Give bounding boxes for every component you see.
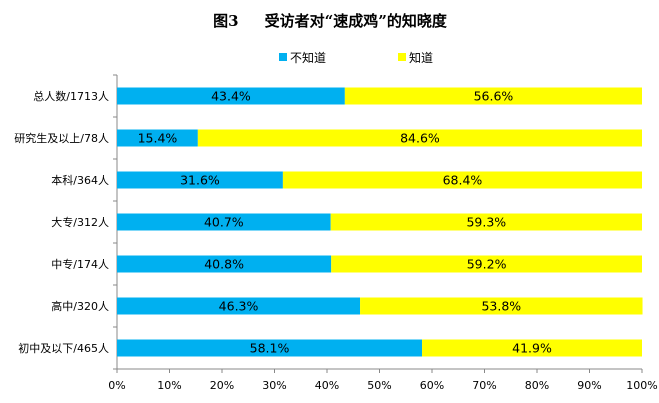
data-label: 59.3%	[466, 215, 506, 230]
bars: 43.4% 56.6% 15.4% 84.6% 31.6% 68.4% 40.7% 59.3%…	[117, 87, 643, 357]
data-label: 53.8%	[481, 299, 521, 314]
x-tick-label: 20%	[210, 379, 234, 392]
data-label: 41.9%	[512, 341, 552, 356]
bar-aware	[344, 87, 642, 105]
x-tick-label: 40%	[315, 379, 339, 392]
data-label: 43.4%	[211, 89, 251, 104]
category-labels: 总人数/1713人研究生及以上/78人本科/364人大专/312人中专/174人…	[14, 89, 109, 355]
data-label: 46.3%	[219, 299, 259, 314]
bar-unaware	[117, 339, 423, 357]
category-label: 初中及以下/465人	[18, 341, 109, 355]
bar-unaware	[117, 213, 331, 231]
x-tick-label: 0%	[108, 379, 125, 392]
bar-unaware	[117, 297, 361, 315]
bar-unaware	[117, 87, 345, 105]
x-tick-label: 10%	[157, 379, 181, 392]
data-label: 40.7%	[204, 215, 244, 230]
bar-unaware	[117, 171, 283, 189]
bar-aware	[331, 255, 642, 273]
category-label: 研究生及以上/78人	[14, 131, 109, 145]
x-tick-label: 70%	[472, 379, 496, 392]
data-label: 15.4%	[138, 131, 178, 146]
category-label: 总人数/1713人	[33, 89, 109, 103]
data-label: 56.6%	[474, 89, 514, 104]
x-tick-label: 90%	[577, 379, 601, 392]
category-label: 高中/320人	[51, 299, 109, 313]
x-tick-label: 60%	[420, 379, 444, 392]
legend-swatch	[398, 53, 406, 61]
data-label: 84.6%	[400, 131, 440, 146]
bar-aware	[422, 339, 642, 357]
x-tick-label: 30%	[262, 379, 286, 392]
x-tick-label: 50%	[367, 379, 391, 392]
bar-aware	[197, 129, 642, 147]
bar-aware	[330, 213, 642, 231]
bar-unaware	[117, 255, 332, 273]
x-tick-label: 80%	[525, 379, 549, 392]
legend-label: 知道	[409, 51, 433, 65]
bar-aware	[282, 171, 642, 189]
legend: 不知道 知道	[279, 51, 433, 65]
x-tick-label: 100%	[626, 379, 657, 392]
data-label: 58.1%	[250, 341, 290, 356]
data-label: 31.6%	[180, 173, 220, 188]
data-label: 40.8%	[204, 257, 244, 272]
x-axis-ticks: 0% 10% 20% 30% 40% 50% 60% 70% 80% 90% 100%	[108, 369, 658, 392]
data-label: 59.2%	[467, 257, 507, 272]
category-label: 大专/312人	[51, 215, 109, 229]
bar-unaware	[117, 129, 198, 147]
bar-aware	[360, 297, 643, 315]
category-label: 本科/364人	[51, 173, 109, 187]
category-label: 中专/174人	[51, 257, 109, 271]
legend-swatch	[279, 53, 287, 61]
chart-title: 图3 受访者对“速成鸡”的知晓度	[213, 12, 448, 30]
legend-label: 不知道	[290, 51, 326, 65]
data-label: 68.4%	[443, 173, 483, 188]
